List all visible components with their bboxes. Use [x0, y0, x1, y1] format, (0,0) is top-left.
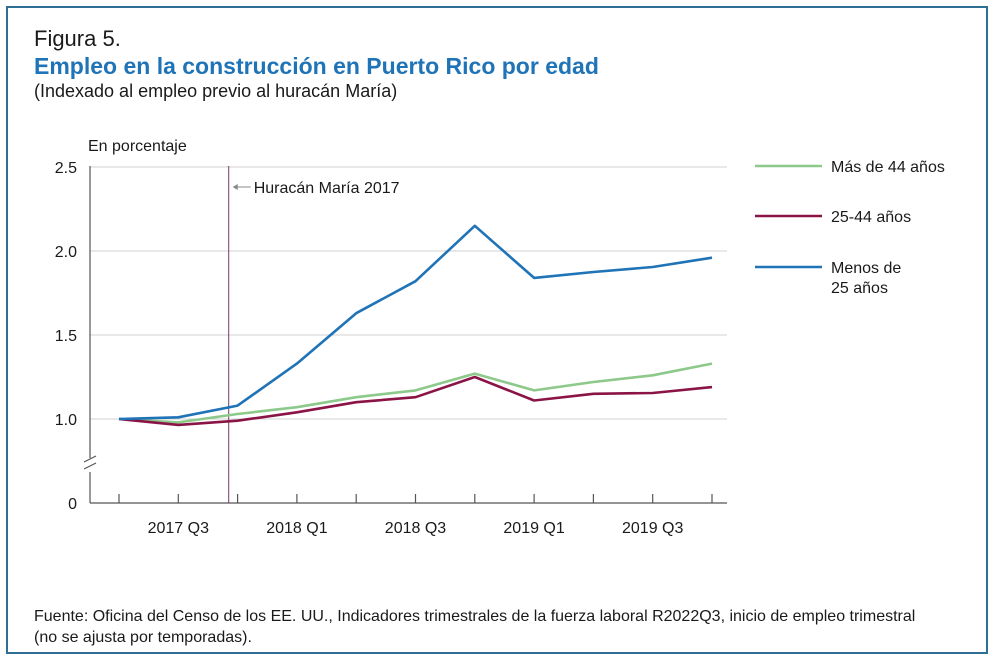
series-line-3	[118, 224, 713, 421]
grid-lines	[90, 166, 727, 420]
arrow-head-icon	[232, 184, 238, 190]
x-tick-label: 2019 Q3	[622, 520, 683, 537]
x-tick-labels: 2017 Q3 2018 Q1 2018 Q3 2019 Q1 2019 Q3	[148, 520, 684, 537]
y-tick-label: 1.5	[55, 328, 77, 345]
figure-label: Figura 5.	[34, 26, 121, 51]
y-tick-label: 2.0	[55, 244, 77, 261]
x-tick-label: 2018 Q3	[385, 520, 446, 537]
y-tick-label: 2.5	[55, 160, 77, 177]
y-axis-label: En porcentaje	[88, 138, 187, 155]
y-tick-label: 1.0	[55, 412, 77, 429]
source-note: Fuente: Oficina del Censo de los EE. UU.…	[34, 608, 916, 646]
x-tick-label: 2018 Q1	[266, 520, 327, 537]
legend-label: Menos de	[831, 260, 901, 277]
series-lines	[118, 224, 713, 427]
series-line-1	[118, 362, 713, 424]
x-tick-label: 2019 Q1	[503, 520, 564, 537]
x-tick-label: 2017 Q3	[148, 520, 209, 537]
figure-frame	[6, 6, 988, 654]
series-line-2	[118, 375, 713, 427]
hurricane-annotation: Huracán María 2017	[228, 166, 400, 503]
chart-subtitle: (Indexado al empleo previo al huracán Ma…	[34, 81, 398, 101]
axes	[83, 166, 727, 504]
legend: Más de 44 años 25-44 años Menos de 25 años	[755, 159, 945, 297]
annotation-label: Huracán María 2017	[254, 180, 400, 197]
y-tick-label: 0	[68, 496, 77, 513]
legend-label: Más de 44 años	[831, 159, 945, 176]
legend-label: 25 años	[831, 280, 888, 297]
legend-label: 25-44 años	[831, 209, 911, 226]
y-tick-labels: 2.5 2.0 1.5 1.0 0	[55, 160, 77, 513]
chart-title: Empleo en la construcción en Puerto Rico…	[34, 53, 599, 79]
axis-break-icon	[83, 455, 97, 470]
